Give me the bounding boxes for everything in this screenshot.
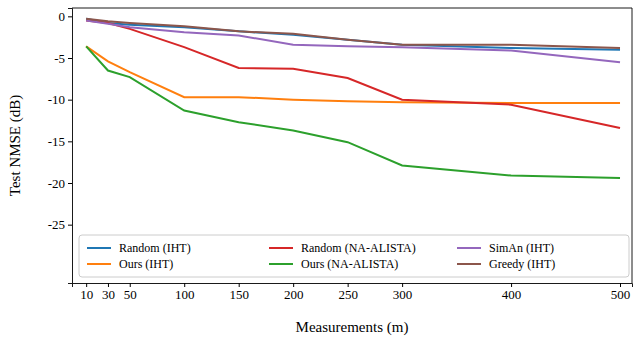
plot: 10 30 50 100 150 200 250 300 400 500 0 -5 -10 -15 -20 -…	[48, 8, 633, 302]
tick-label: 300	[393, 287, 413, 302]
series-line	[86, 21, 620, 129]
tick: 150	[229, 283, 249, 302]
tick-label: 250	[338, 287, 358, 302]
tick: 300	[393, 283, 413, 302]
series-line	[86, 46, 620, 178]
legend-label: Greedy (IHT)	[489, 257, 555, 271]
x-axis: 10 30 50 100 150 200 250 300 400 500	[73, 283, 633, 302]
legend-swatch	[87, 263, 111, 265]
legend-swatch	[87, 247, 111, 249]
series-line	[86, 21, 620, 63]
tick-mark	[68, 225, 72, 226]
tick: 400	[502, 283, 522, 302]
tick: -15	[48, 134, 72, 149]
frame	[632, 8, 633, 283]
legend-swatch	[457, 247, 481, 249]
series-line	[86, 19, 620, 48]
tick-label: -10	[48, 92, 65, 107]
x-axis-title: Measurements (m)	[296, 319, 409, 336]
legend-frame	[79, 235, 629, 277]
series-line	[86, 46, 620, 103]
legend-label: Ours (IHT)	[119, 257, 173, 271]
tick: 30	[102, 283, 115, 302]
tick-label: 400	[502, 287, 522, 302]
legend-swatch	[269, 263, 293, 265]
legend-entry: Greedy (IHT)	[457, 257, 555, 271]
tick-label: 50	[124, 287, 137, 302]
tick: -5	[54, 51, 72, 66]
legend-label: Random (IHT)	[119, 241, 191, 255]
tick: -10	[48, 92, 72, 107]
tick-label: -15	[48, 134, 65, 149]
tick-label: 150	[229, 287, 249, 302]
tick: 500	[611, 283, 631, 302]
tick-label: 0	[59, 9, 66, 24]
legend-swatch	[269, 247, 293, 249]
legend-label: SimAn (IHT)	[489, 241, 554, 255]
tick-label: 200	[284, 287, 304, 302]
legend-label: Ours (NA-ALISTA)	[301, 257, 398, 271]
tick-label: -5	[54, 51, 65, 66]
tick: -25	[48, 217, 72, 232]
tick-label: -20	[48, 176, 65, 191]
tick: 10	[80, 283, 93, 302]
tick: -20	[48, 176, 72, 191]
y-axis: 0 -5 -10 -15 -20 -25	[48, 9, 73, 284]
axis-line	[68, 9, 73, 284]
legend-label: Random (NA-ALISTA)	[301, 241, 416, 255]
legend-entry: SimAn (IHT)	[457, 241, 554, 255]
y-axis-title: Test NMSE (dB)	[7, 95, 24, 196]
tick: 0	[59, 9, 73, 24]
legend-entry: Random (NA-ALISTA)	[269, 241, 416, 255]
tick-label: -25	[48, 217, 65, 232]
legend-entry: Random (IHT)	[87, 241, 191, 255]
legend: Random (IHT) Ours (IHT) Random (NA-ALISTA)…	[79, 235, 629, 277]
tick: 100	[175, 283, 195, 302]
tick-label: 10	[80, 287, 93, 302]
legend-swatch	[457, 263, 481, 265]
series-line	[86, 19, 620, 50]
tick-mark	[68, 183, 72, 184]
frame	[72, 8, 632, 9]
tick-mark	[68, 100, 72, 101]
tick: 250	[338, 283, 358, 302]
tick: 200	[284, 283, 304, 302]
tick-mark	[68, 58, 72, 59]
legend-entry: Ours (IHT)	[87, 257, 173, 271]
tick-mark	[68, 141, 72, 142]
lines	[86, 19, 620, 178]
tick-mark	[68, 16, 72, 17]
tick: 50	[124, 283, 137, 302]
tick-label: 500	[611, 287, 631, 302]
chart: 10 30 50 100 150 200 250 300 400 500 0 -5 -10 -15 -20 -…	[0, 0, 640, 342]
tick-label: 100	[175, 287, 195, 302]
tick-label: 30	[102, 287, 115, 302]
legend-entry: Ours (NA-ALISTA)	[269, 257, 398, 271]
